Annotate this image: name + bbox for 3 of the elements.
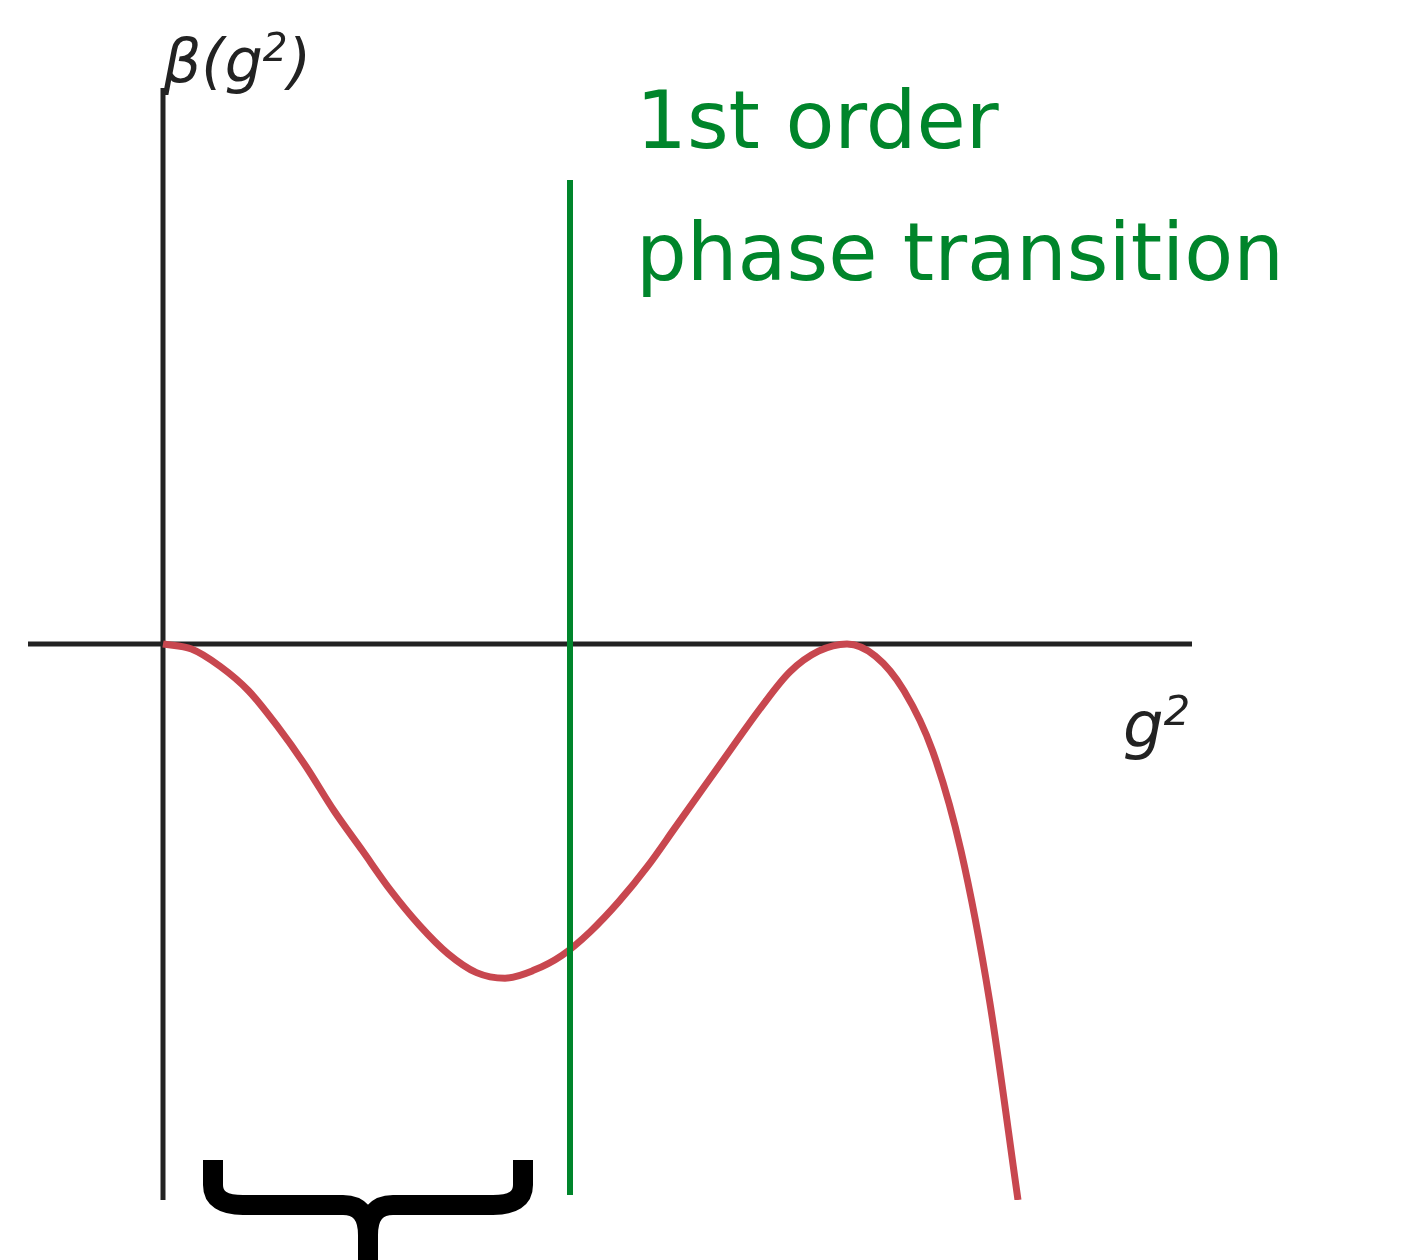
text: β(g$^{2}$)	[163, 25, 312, 96]
text: 1st order phase transition	[636, 73, 1284, 301]
x-axis-title: g$^{2}$	[1123, 686, 1191, 763]
